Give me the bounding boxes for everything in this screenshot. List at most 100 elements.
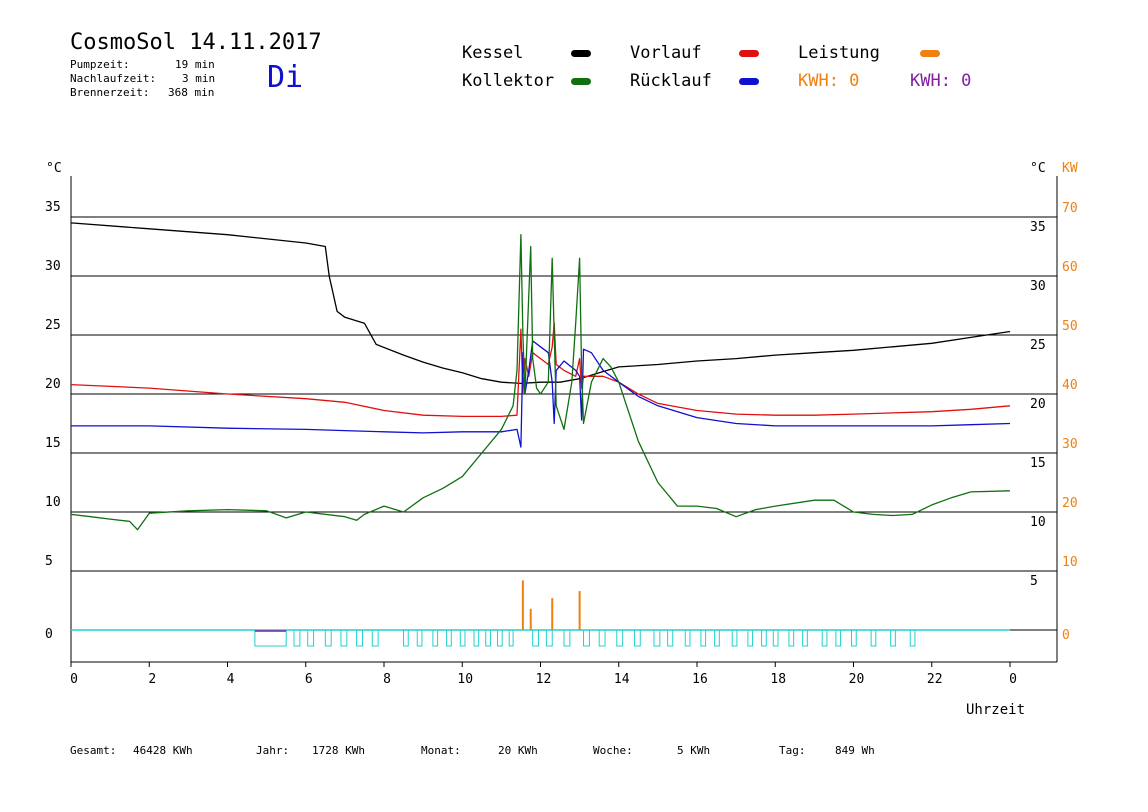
y-tick-label-left: 10	[45, 495, 61, 510]
gesamt-label: Gesamt:	[70, 744, 117, 757]
pump-segment	[563, 629, 571, 647]
y-tick-label-right-kw: 40	[1062, 378, 1078, 393]
y-tick-label-right-kw: 20	[1062, 496, 1078, 511]
brennerzeit-value: 368 min	[168, 86, 215, 99]
weekday: Di	[267, 60, 304, 95]
x-tick-label: 14	[614, 672, 630, 687]
series-line-kollektor	[70, 234, 1011, 531]
legend-kollektor-swatch	[571, 78, 591, 85]
x-tick-label: 20	[849, 672, 865, 687]
x-tick-label: 6	[305, 672, 313, 687]
pump-segment	[459, 629, 466, 647]
chart-title: CosmoSol 14.11.2017	[70, 30, 322, 55]
y-axis-label-left: °C	[46, 161, 62, 176]
series-line-kessel	[70, 222, 1011, 385]
y-tick-label-right-c: 35	[1030, 220, 1046, 235]
kwh-purple: KWH: 0	[910, 71, 972, 91]
legend-leistung: Leistung	[798, 43, 880, 63]
pump-segment	[508, 629, 514, 647]
pump-segment	[788, 629, 795, 647]
y-tick-label-left: 30	[45, 259, 61, 274]
monat-value: 20 KWh	[498, 744, 538, 757]
tag-value: 849 Wh	[835, 744, 875, 757]
pump-segment	[356, 629, 363, 647]
pump-segment	[731, 629, 738, 647]
x-tick-label: 16	[692, 672, 708, 687]
y-axis-label-right-c: °C	[1030, 161, 1046, 176]
monat-label: Monat:	[421, 744, 461, 757]
legend-vorlauf: Vorlauf	[630, 43, 702, 63]
y-tick-label-right-kw: 30	[1062, 437, 1078, 452]
pump-segment	[821, 629, 828, 647]
pump-segment	[700, 629, 707, 647]
pump-segment	[545, 629, 553, 647]
pump-segment	[772, 629, 779, 647]
y-tick-label-left: 5	[45, 554, 53, 569]
y-axis-label-right-kw: KW	[1062, 161, 1078, 176]
y-tick-label-right-kw: 10	[1062, 555, 1078, 570]
x-tick-label: 12	[536, 672, 552, 687]
pump-segment	[473, 629, 480, 647]
jahr-label: Jahr:	[256, 744, 290, 757]
x-tick-label: 8	[383, 672, 391, 687]
y-tick-label-left: 35	[45, 200, 61, 215]
y-tick-label-left: 15	[45, 436, 61, 451]
brennerzeit-label: Brennerzeit:	[70, 86, 150, 99]
pump-segment	[532, 629, 540, 647]
y-tick-label-right-c: 25	[1030, 338, 1046, 353]
x-tick-label: 2	[148, 672, 156, 687]
pump-segment	[307, 629, 315, 647]
pump-segment	[684, 629, 691, 647]
pump-segment	[432, 629, 439, 647]
y-tick-label-right-c: 20	[1030, 397, 1046, 412]
pump-segment	[616, 629, 624, 647]
pump-segment	[653, 629, 661, 647]
pump-segment	[446, 629, 452, 647]
y-tick-label-left: 0	[45, 627, 53, 642]
pump-segments	[71, 629, 1010, 647]
y-tick-label-right-kw: 0	[1062, 628, 1070, 643]
pump-segment	[416, 629, 423, 647]
pump-segment	[293, 629, 301, 647]
jahr-value: 1728 KWh	[312, 744, 365, 757]
y-tick-label-right-c: 30	[1030, 279, 1046, 294]
x-tick-label: 18	[770, 672, 786, 687]
gesamt-value: 46428 KWh	[133, 744, 193, 757]
legend-ruecklauf-swatch	[739, 78, 759, 85]
x-tick-label: 4	[227, 672, 235, 687]
pump-segment	[890, 629, 896, 647]
y-tick-label-right-kw: 50	[1062, 319, 1078, 334]
tag-label: Tag:	[779, 744, 806, 757]
nachlaufzeit-value: 3 min	[182, 72, 216, 85]
x-tick-label: 0	[70, 672, 78, 687]
y-tick-label-right-kw: 60	[1062, 260, 1078, 275]
pumpzeit-value: 19 min	[175, 58, 215, 71]
pump-segment	[802, 629, 808, 647]
legend-leistung-swatch	[920, 50, 940, 57]
y-tick-label-right-c: 15	[1030, 456, 1046, 471]
kwh-orange: KWH: 0	[798, 71, 860, 91]
y-tick-label-left: 20	[45, 377, 61, 392]
woche-value: 5 KWh	[677, 744, 711, 757]
legend-kessel: Kessel	[462, 43, 524, 63]
pump-segment	[747, 629, 754, 647]
y-tick-label-right-kw: 70	[1062, 201, 1078, 216]
pump-segment	[714, 629, 720, 647]
nachlaufzeit-label: Nachlaufzeit:	[70, 72, 157, 85]
pump-segment	[340, 629, 348, 647]
woche-label: Woche:	[593, 744, 633, 757]
pump-segment	[403, 629, 409, 647]
pump-segment	[371, 629, 379, 647]
pump-segment	[324, 629, 332, 647]
pump-segment	[485, 629, 491, 647]
legend-vorlauf-swatch	[739, 50, 759, 57]
x-axis-label: Uhrzeit	[966, 702, 1025, 718]
y-tick-label-left: 25	[45, 318, 61, 333]
series-line-rcklauf	[71, 340, 1011, 448]
pump-segment	[633, 629, 641, 647]
pump-segment	[909, 629, 916, 647]
pump-segment	[254, 629, 287, 647]
pump-segment	[835, 629, 842, 647]
y-tick-label-right-c: 5	[1030, 574, 1038, 589]
